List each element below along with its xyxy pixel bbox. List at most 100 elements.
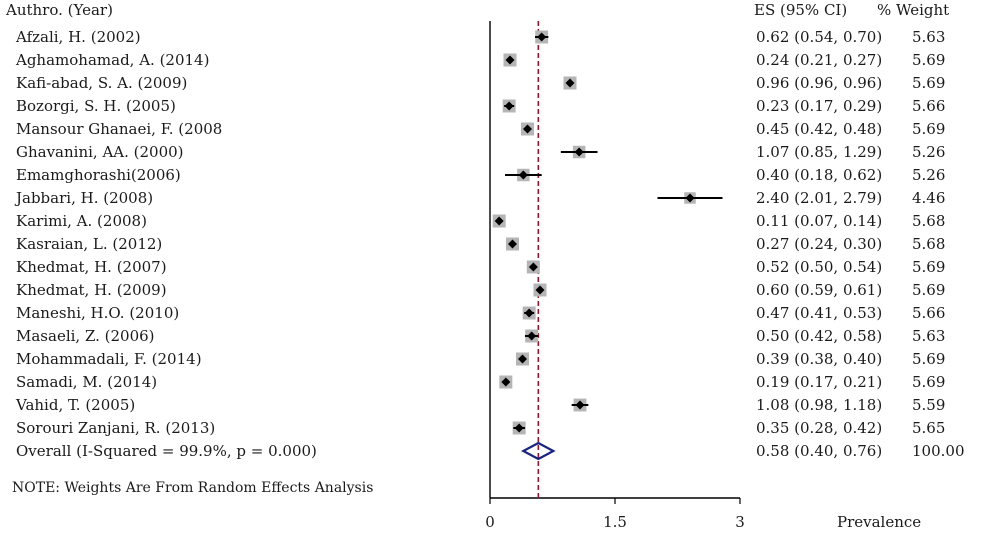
point-estimate xyxy=(528,262,538,272)
study-label: Vahid, T. (2005) xyxy=(15,396,135,414)
study-row: Karimi, A. (2008) 0.11 (0.07, 0.14) 5.68 xyxy=(16,212,945,230)
study-label: Karimi, A. (2008) xyxy=(16,212,147,230)
point-estimate xyxy=(685,193,695,203)
point-estimate xyxy=(494,216,504,226)
study-row: Jabbari, H. (2008) 2.40 (2.01, 2.79) 4.46 xyxy=(14,189,945,207)
study-rows: Afzali, H. (2002) 0.62 (0.54, 0.70) 5.63 Ag… xyxy=(14,28,945,437)
study-es-ci: 0.47 (0.41, 0.53) xyxy=(756,304,882,322)
study-label: Samadi, M. (2014) xyxy=(16,373,157,391)
study-es-ci: 0.11 (0.07, 0.14) xyxy=(756,212,882,230)
overall-diamond xyxy=(520,441,556,461)
study-row: Maneshi, H.O. (2010) 0.47 (0.41, 0.53) 5.6… xyxy=(16,304,945,322)
study-es-ci: 0.40 (0.18, 0.62) xyxy=(756,166,882,184)
study-label: Khedmat, H. (2007) xyxy=(16,258,167,276)
x-axis-ticks: 0 1.5 3 xyxy=(485,498,745,531)
study-weight: 5.63 xyxy=(912,327,945,345)
study-row: Sorouri Zanjani, R. (2013) 0.35 (0.28, 0.… xyxy=(16,419,945,437)
study-label: Masaeli, Z. (2006) xyxy=(16,327,155,345)
study-es-ci: 1.08 (0.98, 1.18) xyxy=(756,396,882,414)
study-row: Mansour Ghanaei, F. (2008 0.45 (0.42, 0.4… xyxy=(16,120,945,138)
study-label: Aghamohamad, A. (2014) xyxy=(15,51,209,69)
point-estimate xyxy=(514,423,524,433)
point-estimate xyxy=(527,331,537,341)
study-weight: 5.68 xyxy=(912,212,945,230)
study-row: Afzali, H. (2002) 0.62 (0.54, 0.70) 5.63 xyxy=(15,28,945,46)
point-estimate xyxy=(524,308,534,318)
point-estimate xyxy=(501,377,511,387)
study-row: Mohammadali, F. (2014) 0.39 (0.38, 0.40) 5… xyxy=(16,350,945,368)
study-row: Samadi, M. (2014) 0.19 (0.17, 0.21) 5.69 xyxy=(16,373,945,391)
study-row: Emamghorashi(2006) 0.40 (0.18, 0.62) 5.26 xyxy=(16,166,945,184)
study-label: Mansour Ghanaei, F. (2008 xyxy=(16,120,222,138)
weights-note: NOTE: Weights Are From Random Effects An… xyxy=(12,480,373,496)
header-weight: % Weight xyxy=(877,1,949,19)
study-row: Khedmat, H. (2007) 0.52 (0.50, 0.54) 5.69 xyxy=(16,258,945,276)
study-es-ci: 0.35 (0.28, 0.42) xyxy=(756,419,882,437)
study-label: Ghavanini, AA. (2000) xyxy=(16,143,184,161)
study-label: Maneshi, H.O. (2010) xyxy=(16,304,179,322)
study-label: Mohammadali, F. (2014) xyxy=(16,350,202,368)
study-label: Afzali, H. (2002) xyxy=(15,28,141,46)
study-label: Kasraian, L. (2012) xyxy=(16,235,162,253)
study-row: Kasraian, L. (2012) 0.27 (0.24, 0.30) 5.68 xyxy=(16,235,945,253)
study-es-ci: 0.23 (0.17, 0.29) xyxy=(756,97,882,115)
study-es-ci: 1.07 (0.85, 1.29) xyxy=(756,143,882,161)
point-estimate xyxy=(518,354,527,364)
study-label: Emamghorashi(2006) xyxy=(16,166,181,184)
study-row: Khedmat, H. (2009) 0.60 (0.59, 0.61) 5.69 xyxy=(16,281,945,299)
study-weight: 5.69 xyxy=(912,281,945,299)
point-estimate xyxy=(508,239,517,249)
study-weight: 5.26 xyxy=(912,166,945,184)
study-es-ci: 0.19 (0.17, 0.21) xyxy=(756,373,882,391)
study-label: Jabbari, H. (2008) xyxy=(14,189,153,207)
study-weight: 5.65 xyxy=(912,419,945,437)
study-es-ci: 0.60 (0.59, 0.61) xyxy=(756,281,882,299)
x-axis-label: Prevalence xyxy=(837,513,921,531)
study-es-ci: 0.39 (0.38, 0.40) xyxy=(756,350,882,368)
point-estimate xyxy=(523,124,532,134)
point-estimate xyxy=(504,101,514,111)
study-es-ci: 0.62 (0.54, 0.70) xyxy=(756,28,882,46)
point-estimate xyxy=(575,400,585,410)
study-weight: 5.26 xyxy=(912,143,945,161)
x-tick-label: 1.5 xyxy=(603,513,627,531)
study-es-ci: 0.96 (0.96, 0.96) xyxy=(756,74,882,92)
study-es-ci: 2.40 (2.01, 2.79) xyxy=(756,189,882,207)
study-weight: 5.69 xyxy=(912,350,945,368)
study-weight: 5.69 xyxy=(912,51,945,69)
overall-weight: 100.00 xyxy=(912,442,965,460)
study-label: Bozorgi, S. H. (2005) xyxy=(16,97,176,115)
study-row: Vahid, T. (2005) 1.08 (0.98, 1.18) 5.59 xyxy=(15,396,945,414)
study-es-ci: 0.45 (0.42, 0.48) xyxy=(756,120,882,138)
study-weight: 5.69 xyxy=(912,258,945,276)
overall-row: Overall (I-Squared = 99.9%, p = 0.000) 0.… xyxy=(16,441,965,461)
study-weight: 5.69 xyxy=(912,74,945,92)
point-estimate xyxy=(565,78,575,88)
study-row: Aghamohamad, A. (2014) 0.24 (0.21, 0.27) 5… xyxy=(15,51,945,69)
study-label: Khedmat, H. (2009) xyxy=(16,281,167,299)
study-weight: 5.66 xyxy=(912,304,945,322)
study-row: Ghavanini, AA. (2000) 1.07 (0.85, 1.29) 5.… xyxy=(16,143,945,161)
study-label: Kafi-abad, S. A. (2009) xyxy=(16,74,187,92)
point-estimate xyxy=(505,55,515,65)
study-label: Sorouri Zanjani, R. (2013) xyxy=(16,419,215,437)
study-weight: 5.59 xyxy=(912,396,945,414)
study-row: Kafi-abad, S. A. (2009) 0.96 (0.96, 0.96)… xyxy=(16,74,945,92)
study-weight: 4.46 xyxy=(912,189,945,207)
study-es-ci: 0.50 (0.42, 0.58) xyxy=(756,327,882,345)
study-weight: 5.66 xyxy=(912,97,945,115)
x-tick-label: 3 xyxy=(735,513,745,531)
overall-label: Overall (I-Squared = 99.9%, p = 0.000) xyxy=(16,442,317,460)
study-weight: 5.69 xyxy=(912,120,945,138)
point-estimate xyxy=(518,170,528,180)
header-es: ES (95% CI) xyxy=(754,1,847,19)
header-study: Authro. (Year) xyxy=(5,1,113,19)
study-weight: 5.69 xyxy=(912,373,945,391)
study-weight: 5.63 xyxy=(912,28,945,46)
study-row: Bozorgi, S. H. (2005) 0.23 (0.17, 0.29) 5.… xyxy=(16,97,945,115)
point-estimate xyxy=(574,147,584,157)
point-estimate xyxy=(537,32,547,42)
study-weight: 5.68 xyxy=(912,235,945,253)
point-estimate xyxy=(535,285,545,295)
